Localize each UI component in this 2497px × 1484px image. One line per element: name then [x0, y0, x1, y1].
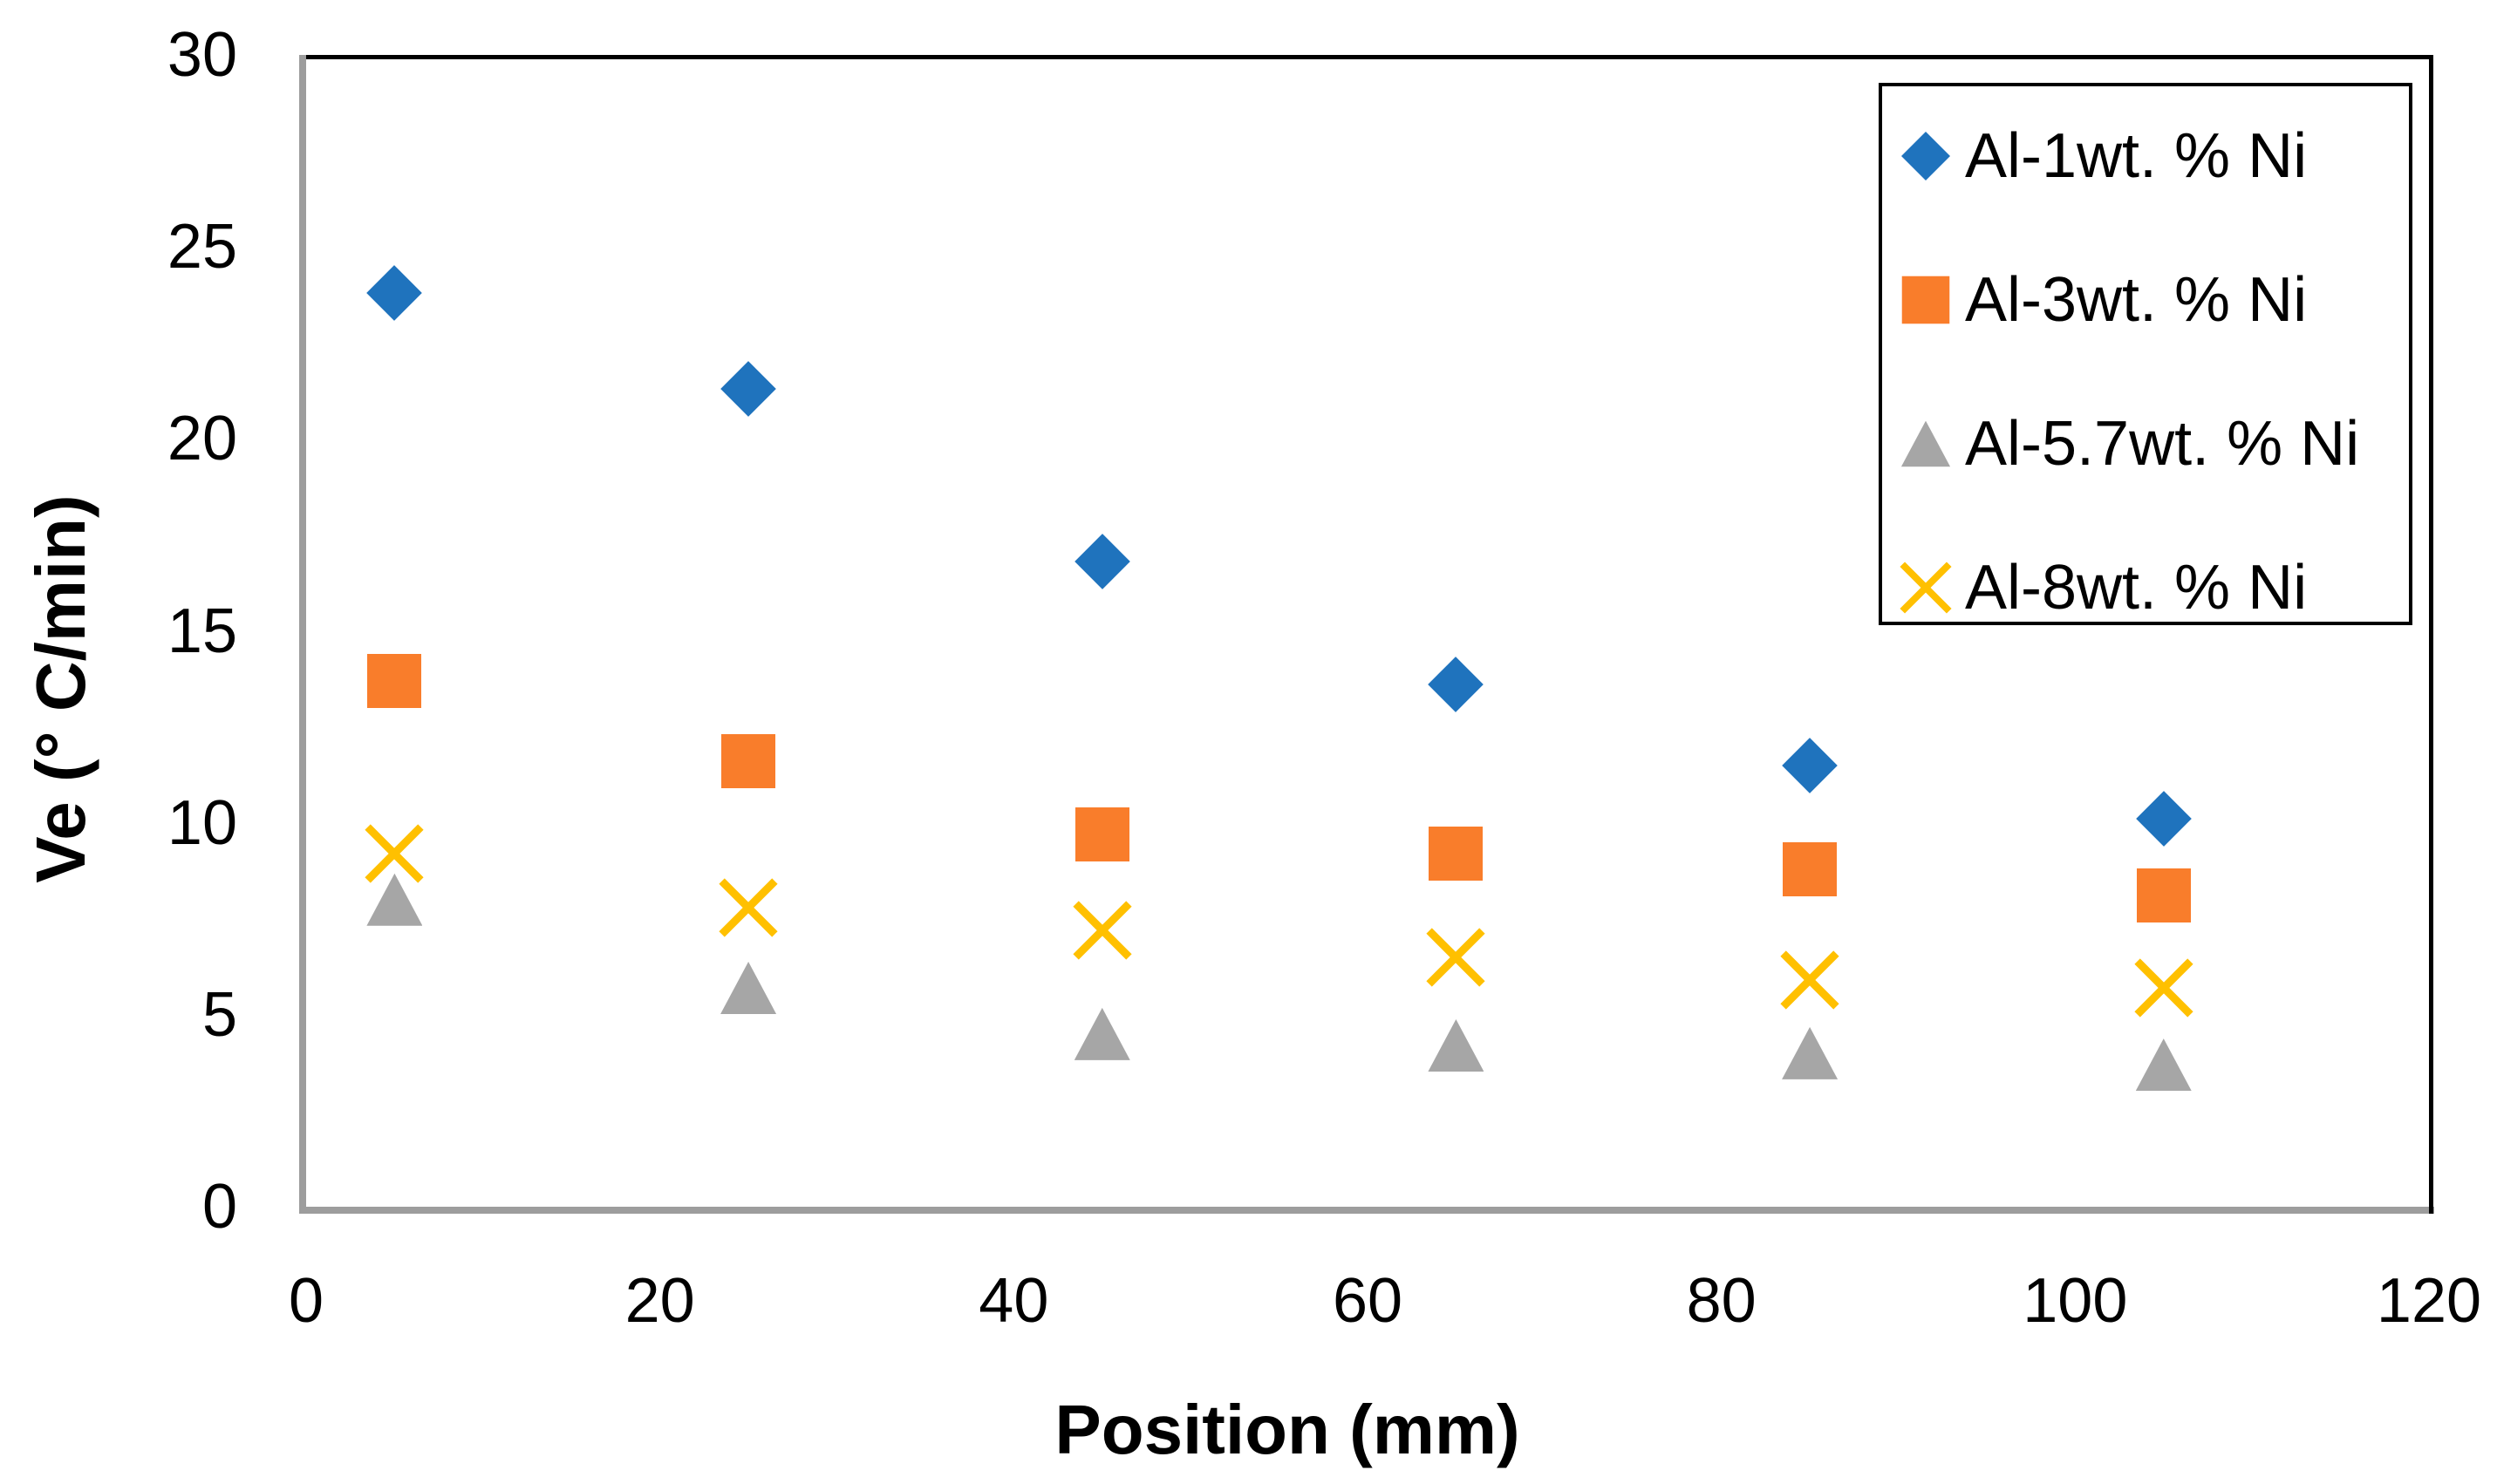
- diamond-marker: [1074, 534, 1130, 590]
- triangle-legend-icon: [1900, 420, 1951, 467]
- diamond-marker: [366, 265, 423, 321]
- diamond-marker: [720, 361, 776, 417]
- legend-label: Al-1wt. % Ni: [1965, 121, 2308, 191]
- y-tick-label: 10: [167, 787, 237, 858]
- triangle-marker: [366, 873, 423, 926]
- x-tick-label: 40: [979, 1266, 1049, 1336]
- x-marker: [2137, 961, 2191, 1015]
- x-tick-label: 120: [2376, 1266, 2482, 1336]
- y-tick-label: 25: [167, 212, 237, 283]
- triangle-marker: [2135, 1038, 2192, 1092]
- x-tick-label: 60: [1332, 1266, 1403, 1336]
- x-tick-label: 0: [288, 1266, 324, 1336]
- square-marker: [2136, 868, 2191, 923]
- x-tick-label: 100: [2023, 1266, 2128, 1336]
- x-legend-icon: [1902, 564, 1950, 612]
- square-marker: [721, 734, 776, 789]
- diamond-marker: [1428, 657, 1484, 712]
- legend: Al-1wt. % Ni Al-3wt. % Ni Al-5.7wt. % Ni Al…: [1879, 83, 2412, 625]
- x-marker: [1429, 930, 1483, 984]
- y-tick-label: 20: [167, 404, 237, 474]
- legend-label: Al-3wt. % Ni: [1965, 265, 2308, 335]
- legend-label: Al-8wt. % Ni: [1965, 553, 2308, 623]
- diamond-marker: [1782, 737, 1838, 793]
- y-tick-label: 0: [201, 1172, 237, 1242]
- square-marker: [367, 653, 422, 708]
- x-tick-label: 80: [1686, 1266, 1757, 1336]
- y-axis-line: [299, 55, 306, 1214]
- square-marker: [1783, 841, 1838, 896]
- y-tick-label: 5: [201, 979, 237, 1050]
- x-tick-label: 20: [624, 1266, 695, 1336]
- y-tick-label: 15: [167, 596, 237, 666]
- x-axis-line: [299, 1207, 2434, 1214]
- plot-border-top: [306, 55, 2433, 59]
- diamond-legend-icon: [1900, 131, 1951, 181]
- plot-border-right: [2429, 55, 2433, 1214]
- triangle-marker: [1782, 1026, 1839, 1079]
- x-marker: [367, 827, 421, 881]
- x-marker: [1783, 953, 1837, 1007]
- x-marker: [721, 881, 775, 935]
- square-marker: [1429, 826, 1484, 881]
- x-marker: [1075, 903, 1129, 957]
- x-axis-title: Position (mm): [1054, 1391, 1520, 1468]
- square-marker: [1075, 807, 1129, 861]
- diamond-marker: [2135, 791, 2192, 848]
- legend-label: Al-5.7wt. % Ni: [1965, 409, 2360, 479]
- square-legend-icon: [1901, 276, 1950, 324]
- y-tick-label: 30: [167, 20, 237, 90]
- triangle-marker: [1074, 1007, 1130, 1060]
- triangle-marker: [1428, 1019, 1484, 1072]
- triangle-marker: [720, 962, 777, 1014]
